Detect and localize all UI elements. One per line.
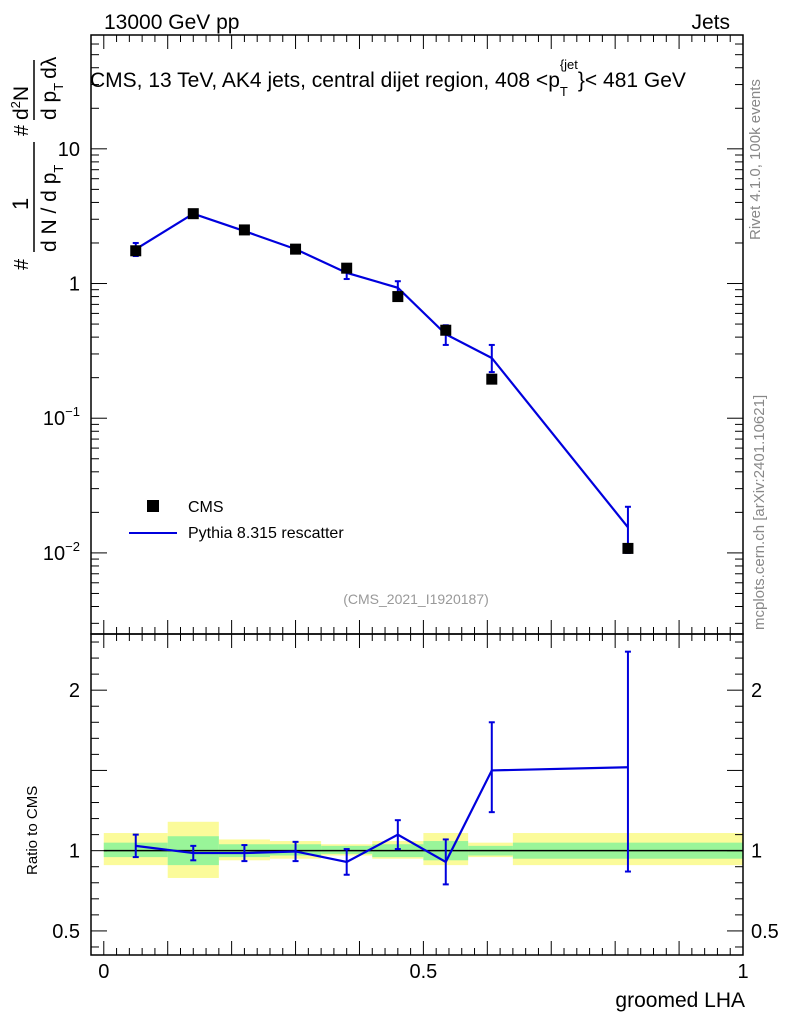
y-tick-label: 10 <box>58 139 80 161</box>
cms-data-point <box>130 245 142 257</box>
plot-title-prefix: CMS, 13 TeV, AK4 jets, central dijet reg… <box>90 69 560 92</box>
y-tick-label: 10−1 <box>43 404 80 430</box>
ylabel-one: 1 <box>8 198 33 210</box>
header-right-label: Jets <box>691 11 730 34</box>
cms-data-point <box>187 208 199 220</box>
ylabel-hash-1: # <box>11 258 33 270</box>
xaxis-label: groomed LHA <box>615 989 745 1012</box>
ratio-y-tick-label: 2 <box>69 680 80 702</box>
cms-data-point <box>486 373 498 385</box>
ratio-y-tick-label: 0.5 <box>52 921 80 943</box>
main-frame <box>90 34 744 635</box>
cms-data-point <box>622 542 634 554</box>
header-left-label: 13000 GeV pp <box>104 11 239 34</box>
main-plot-area: 10 1 10−1 10−2 <box>43 34 744 955</box>
ylabel-hash-2: # <box>11 124 33 136</box>
plot-title: CMS, 13 TeV, AK4 jets, central dijet reg… <box>90 57 686 99</box>
legend-cms-marker <box>147 500 159 512</box>
ratio-y-tick-label-right: 1 <box>751 841 762 863</box>
legend-cms-label: CMS <box>188 499 224 516</box>
source-label: mcplots.cern.ch [arXiv:2401.10621] <box>751 395 768 630</box>
ylabel-num: d2N <box>8 86 33 120</box>
ratio-y-tick-label-right: 2 <box>751 680 762 702</box>
pythia-line <box>135 212 629 528</box>
plot-title-sub: T <box>560 84 568 99</box>
cms-data-point <box>238 224 250 236</box>
y-tick-label: 1 <box>69 274 80 296</box>
ratio-y-tick-label: 1 <box>69 841 80 863</box>
ratio-ylabel: Ratio to CMS <box>24 786 41 875</box>
cms-data-point <box>392 291 404 303</box>
analysis-watermark: (CMS_2021_I1920187) <box>343 591 489 607</box>
x-tick-label: 0 <box>98 961 109 983</box>
x-tick-label: 0.5 <box>409 961 437 983</box>
ylabel-den: d N / d pT <box>38 165 66 252</box>
legend-pythia-label: Pythia 8.315 rescatter <box>188 525 344 542</box>
cms-data-point <box>440 324 452 336</box>
ratio-frame <box>90 633 744 956</box>
cms-data-point <box>341 262 353 274</box>
legend: CMS Pythia 8.315 rescatter <box>129 499 344 542</box>
plot-title-suffix: }< 481 GeV <box>578 69 686 92</box>
x-tick-label: 1 <box>737 961 748 983</box>
plot-title-sup: {jet <box>560 57 578 72</box>
ylabel-den2: d pTdλ <box>38 56 66 120</box>
ratio-y-tick-label-right: 0.5 <box>751 921 779 943</box>
y-tick-label: 10−2 <box>43 539 80 565</box>
cms-data-point <box>290 243 302 255</box>
main-ylabel: # 1 d N / d pT # d2N d pTdλ <box>8 56 66 270</box>
rivet-version-label: Rivet 4.1.0, 100k events <box>747 79 764 240</box>
ratio-plot-area: 0 0.5 12 21 10.5 0.5 <box>52 633 779 983</box>
